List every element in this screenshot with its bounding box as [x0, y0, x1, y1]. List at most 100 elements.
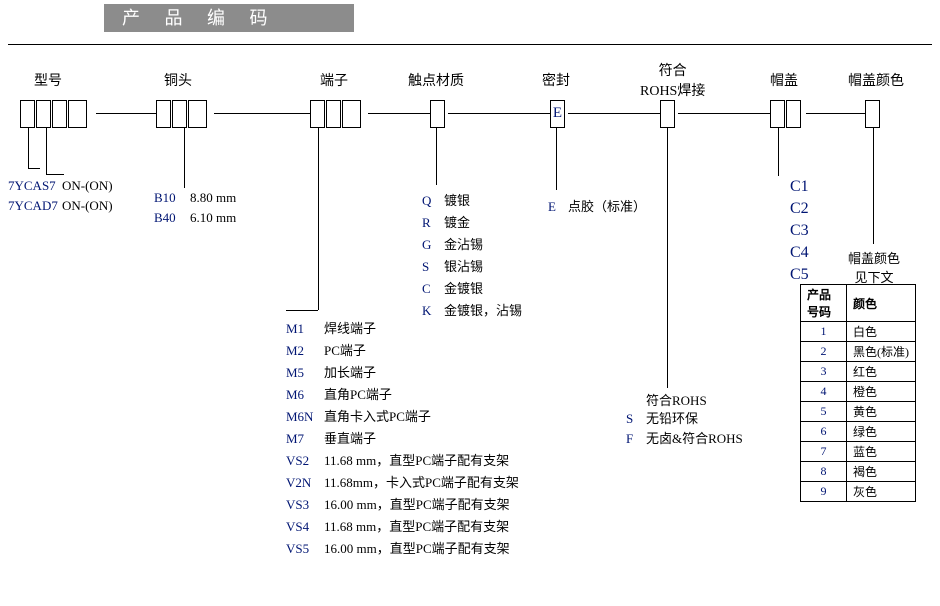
label-terminal: 端子 [320, 70, 348, 90]
list-item: VS516.00 mm，直型PC端子配有支架 [286, 538, 510, 557]
desc: PC端子 [324, 343, 366, 358]
list-item: VS316.00 mm，直型PC端子配有支架 [286, 494, 510, 513]
cell-color: 蓝色 [847, 442, 916, 462]
code: G [422, 237, 440, 253]
list-item: Q 镀银 [422, 190, 470, 209]
desc: 金镀银，沾锡 [444, 303, 522, 318]
title-banner: 产 品 编 码 [104, 4, 354, 32]
cell-color: 黄色 [847, 402, 916, 422]
list-item: B108.80 mm [154, 190, 236, 206]
table-row: 2黑色(标准) [801, 342, 916, 362]
boxgroup-cap [770, 100, 802, 128]
code: C2 [790, 200, 820, 218]
list-item: C3 [790, 222, 820, 240]
leader [556, 128, 557, 190]
list-item: B40 6.10 mm [154, 210, 236, 226]
code: VS4 [286, 519, 320, 535]
code: C3 [790, 222, 820, 240]
leader [873, 128, 874, 244]
table-row: 3红色 [801, 362, 916, 382]
cell-color: 黑色(标准) [847, 342, 916, 362]
divider [8, 44, 932, 45]
desc: 镀银 [444, 193, 470, 208]
cell-num: 8 [801, 462, 847, 482]
leader [667, 128, 668, 388]
code: V2N [286, 475, 320, 491]
connector [368, 113, 430, 114]
list-item: K 金镀银，沾锡 [422, 300, 522, 319]
list-item: M5加长端子 [286, 362, 376, 381]
leader [28, 168, 40, 169]
desc: 无铅环保 [646, 411, 698, 426]
list-item: 7YCAD7 ON-(ON) [8, 198, 113, 214]
list-item: VS211.68 mm，直型PC端子配有支架 [286, 450, 509, 469]
list-item: C4 [790, 244, 820, 262]
leader [46, 174, 64, 175]
list-item: C1 [790, 178, 820, 196]
code: 7YCAD7 [8, 198, 58, 214]
desc: 6.10 mm [190, 210, 236, 225]
boxgroup-sealing: E [550, 100, 566, 128]
boxgroup-terminal [310, 100, 362, 128]
cell-color: 白色 [847, 322, 916, 342]
code: B40 [154, 210, 186, 226]
leader [46, 128, 47, 174]
connector [806, 113, 865, 114]
label-model: 型号 [34, 70, 62, 90]
desc: 直角PC端子 [324, 387, 392, 402]
capcolor-table: 产品号码 颜色 1白色2黑色(标准)3红色4橙色5黄色6绿色7蓝色8褐色9灰色 [800, 284, 916, 502]
list-item: M2PC端子 [286, 340, 366, 359]
th-color: 颜色 [847, 285, 916, 322]
code: M6 [286, 387, 320, 403]
list-item: S银沾锡 [422, 256, 483, 275]
code: C1 [790, 178, 820, 196]
code: Q [422, 193, 440, 209]
cell-num: 2 [801, 342, 847, 362]
seal-box-letter: E [550, 100, 565, 128]
desc: ON-(ON) [62, 198, 113, 213]
label-sealing: 密封 [542, 70, 570, 90]
boxgroup-contact [430, 100, 446, 128]
connector [568, 113, 660, 114]
code: B10 [154, 190, 186, 206]
desc: 无卤&符合ROHS [646, 431, 743, 446]
cell-color: 褐色 [847, 462, 916, 482]
code: S [626, 411, 642, 427]
code: M7 [286, 431, 320, 447]
desc: ON-(ON) [62, 178, 113, 193]
code: VS5 [286, 541, 320, 557]
code: M6N [286, 409, 320, 425]
desc: 加长端子 [324, 365, 376, 380]
desc: 11.68 mm，直型PC端子配有支架 [324, 453, 509, 468]
cell-color: 橙色 [847, 382, 916, 402]
th-num: 产品号码 [801, 285, 847, 322]
code: K [422, 303, 440, 319]
cell-color: 红色 [847, 362, 916, 382]
cell-color: 灰色 [847, 482, 916, 502]
leader [436, 128, 437, 185]
desc: 焊线端子 [324, 321, 376, 336]
list-item: M1 焊线端子 [286, 318, 376, 337]
list-item: V2N 11.68mm，卡入式PC端子配有支架 [286, 472, 519, 491]
code: F [626, 431, 642, 447]
cell-num: 5 [801, 402, 847, 422]
desc: 11.68mm，卡入式PC端子配有支架 [324, 475, 519, 490]
label-contact: 触点材质 [408, 70, 464, 90]
table-row: 1白色 [801, 322, 916, 342]
desc: 镀金 [444, 215, 470, 230]
list-item: F 无卤&符合ROHS [626, 428, 743, 447]
table-row: 4橙色 [801, 382, 916, 402]
leader [28, 128, 29, 168]
leader [778, 128, 779, 176]
list-item: 7YCAS7ON-(ON) [8, 178, 113, 194]
list-item: C5 [790, 266, 820, 284]
label-rohs: 符合 ROHS焊接 [640, 60, 705, 100]
cell-color: 绿色 [847, 422, 916, 442]
connector [448, 113, 550, 114]
label-cap: 帽盖 [770, 70, 798, 90]
cell-num: 1 [801, 322, 847, 342]
cell-num: 9 [801, 482, 847, 502]
code: M1 [286, 321, 320, 337]
list-item: C金镀银 [422, 278, 483, 297]
desc: 11.68 mm，直型PC端子配有支架 [324, 519, 509, 534]
